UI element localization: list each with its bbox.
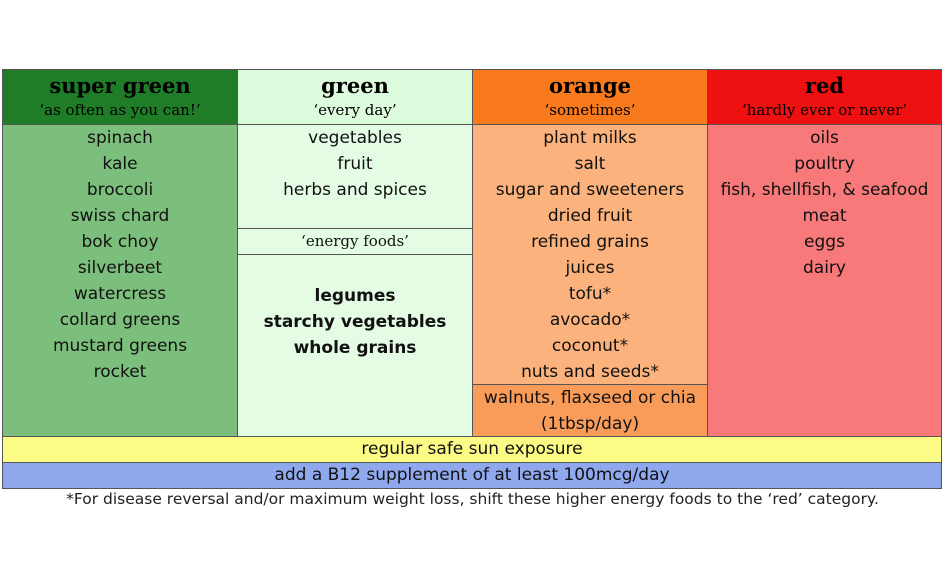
food-item: legumes <box>314 286 396 306</box>
food-item: refined grains <box>531 232 649 252</box>
header-red: red ‘hardly ever or never’ <box>707 69 942 125</box>
food-item: poultry <box>794 154 855 174</box>
food-item: plant milks <box>543 128 637 148</box>
food-item: rocket <box>93 362 147 382</box>
food-item: fruit <box>337 154 373 174</box>
header-super-green: super green ‘as often as you can!’ <box>2 69 238 125</box>
food-item: swiss chard <box>70 206 170 226</box>
column-title: orange <box>549 73 631 98</box>
food-item: kale <box>102 154 138 174</box>
food-item: silverbeet <box>77 258 163 278</box>
food-item: meat <box>802 206 847 226</box>
column-subtitle: ‘every day’ <box>313 101 397 119</box>
food-item: walnuts, flaxseed or chia <box>483 388 697 408</box>
section-body: walnuts, flaxseed or chia (1tbsp/day) <box>472 384 708 437</box>
column-title: green <box>321 73 389 98</box>
food-item: dried fruit <box>547 206 633 226</box>
food-item: eggs <box>804 232 845 252</box>
food-item: avocado* <box>549 310 631 330</box>
food-item: (1tbsp/day) <box>540 414 640 434</box>
header-orange: orange ‘sometimes’ <box>472 69 708 125</box>
food-item: spinach <box>87 128 153 148</box>
column-body: vegetables fruit herbs and spices <box>237 124 473 229</box>
food-item: oils <box>810 128 839 148</box>
food-item: coconut* <box>551 336 629 356</box>
food-item: collard greens <box>59 310 181 330</box>
food-item: broccoli <box>86 180 154 200</box>
column-subtitle: ‘as often as you can!’ <box>39 101 201 119</box>
column-title: red <box>804 73 845 98</box>
footnote: *For disease reversal and/or maximum wei… <box>66 490 879 508</box>
column-body: plant milks salt sugar and sweeteners dried… <box>472 124 708 385</box>
header-green: green ‘every day’ <box>237 69 473 125</box>
section-body: legumes starchy vegetables whole grains <box>237 254 473 437</box>
food-item: whole grains <box>293 338 417 358</box>
column-subtitle: ‘hardly ever or never’ <box>741 101 908 119</box>
food-item: dairy <box>803 258 846 278</box>
column-subtitle: ‘sometimes’ <box>544 101 636 119</box>
food-item: salt <box>574 154 606 174</box>
food-item: juices <box>565 258 615 278</box>
section-label: ‘energy foods’ <box>237 228 473 255</box>
sun-band: regular safe sun exposure <box>2 436 942 463</box>
column-body: spinach kale broccoli swiss chard bok choy si… <box>2 124 238 437</box>
food-item: starchy vegetables <box>263 312 447 332</box>
b12-band: add a B12 supplement of at least 100mcg/… <box>2 462 942 489</box>
food-item: sugar and sweeteners <box>495 180 685 200</box>
food-item: nuts and seeds* <box>521 362 659 382</box>
column-body: oils poultry fish, shellfish, & seafood mea… <box>707 124 942 437</box>
food-item: bok choy <box>81 232 159 252</box>
food-item: fish, shellfish, & seafood <box>720 180 929 200</box>
food-item: herbs and spices <box>283 180 427 200</box>
column-title: super green <box>49 73 191 98</box>
food-item: mustard greens <box>52 336 188 356</box>
food-item: tofu* <box>568 284 612 304</box>
food-item: vegetables <box>308 128 402 148</box>
food-item: watercress <box>73 284 167 304</box>
